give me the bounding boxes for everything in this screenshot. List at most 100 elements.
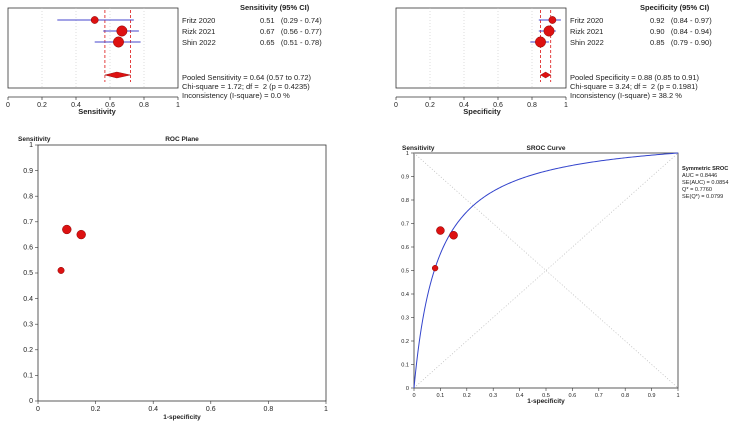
roc-ytick-label-8: 0.8	[23, 193, 33, 200]
sroc-point-3	[449, 231, 458, 240]
forest-spec-xtick-label-0: 0	[394, 102, 398, 109]
sroc-ytick-label-7: 0.7	[401, 222, 409, 228]
forest-sens-study-1-point	[90, 16, 99, 24]
forest-spec-frame	[395, 7, 567, 89]
forest-plot-specificity: Specificity (95% CI) Fritz 2020 Rizk 202…	[394, 3, 712, 116]
forest-sens-frame	[7, 7, 179, 89]
forest-sens-study-1-estimate: 0.51 (0.29 - 0.74)	[260, 16, 322, 25]
roc-xtick-label-5: 1	[324, 406, 328, 413]
sroc-xtick-label-10: 1	[676, 393, 679, 399]
forest-sens-xtick-label-4: 0.8	[139, 102, 149, 109]
forest-sens-study-2-name: Rizk 2021	[182, 27, 215, 36]
sroc-ytick-label-10: 1	[406, 151, 409, 157]
roc-point-2	[62, 224, 72, 235]
sroc-legend-title: Symmetric SROC	[682, 166, 728, 172]
forest-spec-study-2-point	[543, 25, 555, 37]
forest-sens-xtick-label-2: 0.4	[71, 102, 81, 109]
forest-spec-study-1-point	[548, 16, 557, 24]
forest-sens-study-3-name: Shin 2022	[182, 38, 216, 47]
roc-ytick-label-9: 0.9	[23, 168, 33, 175]
roc-ytick-label-7: 0.7	[23, 219, 33, 226]
sroc-xtick-label-6: 0.6	[569, 393, 577, 399]
sroc-legend-se-auc: SE(AUC) = 0.0854	[682, 180, 728, 186]
forest-spec-pooled-diamond	[540, 71, 552, 79]
forest-spec-study-1-estimate: 0.92 (0.84 - 0.97)	[650, 16, 712, 25]
roc-xtick-label-1: 0.2	[91, 406, 101, 413]
sroc-xtick-label-4: 0.4	[516, 393, 524, 399]
sroc-xtick-label-5: 0.5	[542, 393, 550, 399]
sroc-xtick-label-3: 0.3	[489, 393, 497, 399]
sroc-xtick-label-0: 0	[412, 393, 415, 399]
sroc-legend-q-star: Q* = 0.7760	[682, 187, 712, 193]
sroc-ytick-label-8: 0.8	[401, 198, 409, 204]
roc-ytick-label-5: 0.5	[23, 270, 33, 277]
sroc-xlabel: 1-specificity	[527, 398, 565, 405]
sroc-title: SROC Curve	[526, 145, 565, 152]
forest-sens-xtick-label-1: 0.2	[37, 102, 47, 109]
sroc-curve-panel: Sensitivity SROC Curve 1-specificity Sym…	[401, 145, 728, 405]
roc-xtick-label-0: 0	[36, 406, 40, 413]
sroc-ytick-label-5: 0.5	[401, 269, 409, 275]
forest-spec-study-3-name: Shin 2022	[570, 38, 604, 47]
roc-ytick-label-10: 1	[29, 142, 33, 149]
roc-point-1	[57, 266, 65, 274]
forest-sens-xtick-label-3: 0.6	[105, 102, 115, 109]
sroc-chance-diagonal	[413, 152, 679, 389]
roc-ytick-label-0: 0	[29, 398, 33, 405]
forest-spec-chi-text: Chi-square = 3.24; df = 2 (p = 0.1981)	[570, 82, 698, 91]
roc-ytick-label-1: 0.1	[23, 373, 33, 380]
sroc-ytick-label-4: 0.4	[401, 292, 409, 298]
sroc-ytick-label-1: 0.1	[401, 363, 409, 369]
sroc-xtick-label-7: 0.7	[595, 393, 603, 399]
forest-spec-study-2-estimate: 0.90 (0.84 - 0.94)	[650, 27, 712, 36]
forest-spec-study-3-estimate: 0.85 (0.79 - 0.90)	[650, 38, 712, 47]
forest-sens-study-3-estimate: 0.65 (0.51 - 0.78)	[260, 38, 322, 47]
sroc-ylabel: Sensitivity	[402, 145, 435, 152]
roc-ytick-label-3: 0.3	[23, 321, 33, 328]
roc-ytick-label-2: 0.2	[23, 347, 33, 354]
forest-sens-pooled-diamond	[104, 71, 131, 79]
forest-sens-study-2-estimate: 0.67 (0.56 - 0.77)	[260, 27, 322, 36]
sroc-ytick-label-6: 0.6	[401, 245, 409, 251]
forest-spec-study-1-name: Fritz 2020	[570, 16, 603, 25]
sroc-point-2	[436, 226, 445, 235]
forest-sens-pooled-text: Pooled Sensitivity = 0.64 (0.57 to 0.72)	[182, 73, 312, 82]
forest-spec-study-3-point	[535, 36, 546, 48]
forest-spec-xtick-label-2: 0.4	[459, 102, 469, 109]
roc-xtick-label-4: 0.8	[264, 406, 274, 413]
forest-sens-study-2-point	[116, 25, 128, 37]
forest-spec-axis-label: Specificity	[463, 107, 501, 116]
forest-spec-study-2-name: Rizk 2021	[570, 27, 603, 36]
roc-plane-title: ROC Plane	[165, 136, 199, 143]
forest-sens-chi-text: Chi-square = 1.72; df = 2 (p = 0.4235)	[182, 82, 310, 91]
roc-plane-ylabel: Sensitivity	[18, 136, 51, 143]
sroc-xtick-label-9: 0.9	[648, 393, 656, 399]
forest-spec-xtick-label-3: 0.6	[493, 102, 503, 109]
roc-xtick-label-3: 0.6	[206, 406, 216, 413]
forest-spec-pooled-text: Pooled Specificity = 0.88 (0.85 to 0.91)	[570, 73, 700, 82]
forest-sens-study-3-point	[113, 36, 124, 48]
forest-spec-header: Specificity (95% CI)	[640, 3, 710, 12]
forest-sens-axis-label: Sensitivity	[78, 107, 116, 116]
roc-plane-xlabel: 1-specificity	[163, 414, 201, 421]
sroc-point-1	[431, 265, 439, 272]
sroc-ytick-label-2: 0.2	[401, 339, 409, 345]
forest-plot-sensitivity: Sensitivity (95% CI) Fritz 2020 Rizk 202…	[6, 3, 322, 116]
sroc-symmetry-diagonal	[413, 152, 679, 389]
roc-plane-frame	[37, 144, 327, 402]
forest-spec-xtick-label-1: 0.2	[425, 102, 435, 109]
forest-spec-xtick-label-4: 0.8	[527, 102, 537, 109]
roc-point-3	[76, 229, 86, 240]
roc-ytick-label-6: 0.6	[23, 245, 33, 252]
sroc-ytick-label-0: 0	[406, 386, 409, 392]
roc-ytick-label-4: 0.4	[23, 296, 33, 303]
roc-xtick-label-2: 0.4	[148, 406, 158, 413]
sroc-xtick-label-8: 0.8	[621, 393, 629, 399]
sroc-xtick-label-2: 0.2	[463, 393, 471, 399]
sroc-ytick-label-3: 0.3	[401, 316, 409, 322]
roc-plane-panel: Sensitivity ROC Plane 1-specificity 0 0.1…	[18, 136, 328, 421]
forest-sens-study-1-name: Fritz 2020	[182, 16, 215, 25]
sroc-curve-line	[413, 152, 679, 389]
sroc-xtick-label-1: 0.1	[437, 393, 445, 399]
